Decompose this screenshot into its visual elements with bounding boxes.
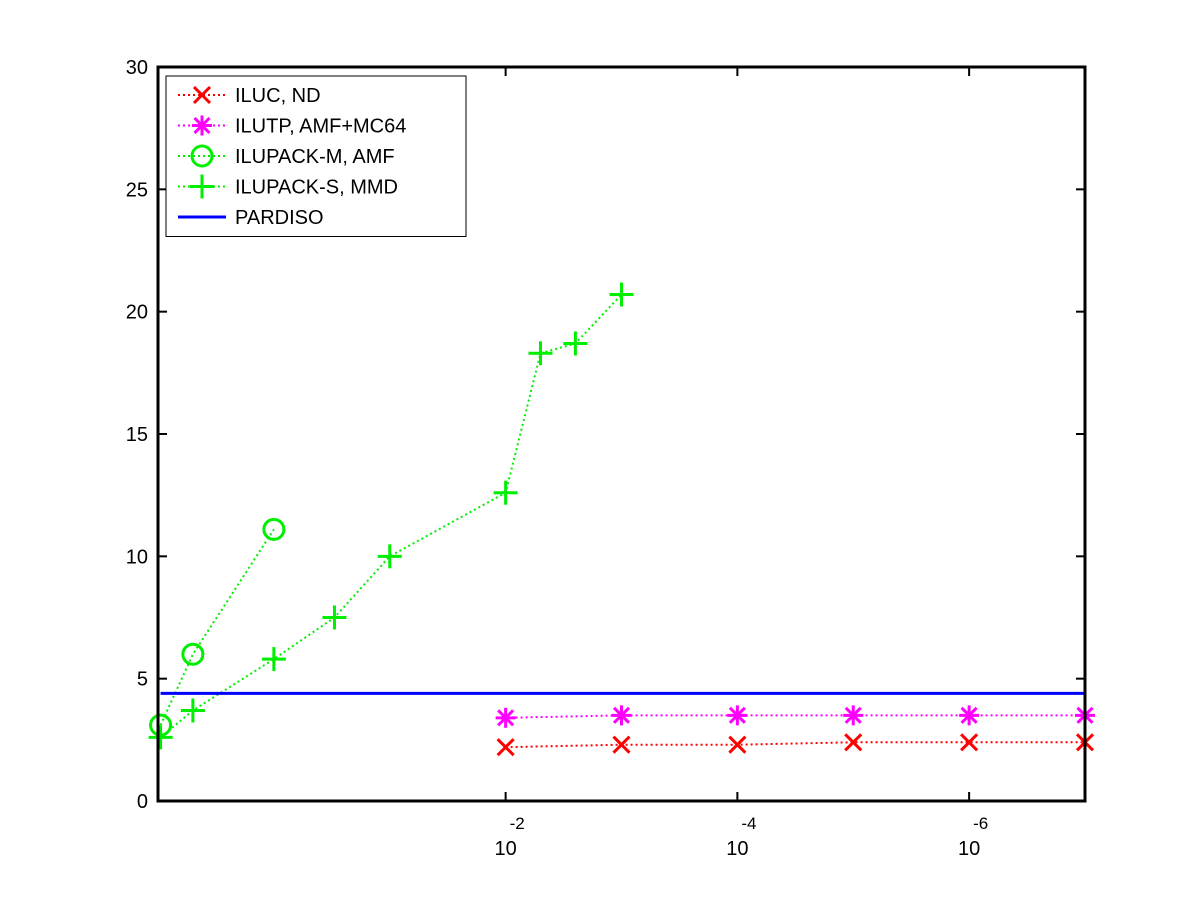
data-point-1-2: [727, 705, 748, 726]
y-tick-label: 5: [137, 669, 148, 691]
y-tick-label: 15: [126, 424, 148, 446]
legend-entry-2: ILUPACK-M, AMF: [178, 144, 395, 168]
legend-label: ILUPACK-S, MMD: [235, 177, 398, 199]
legend-entry-1: ILUTP, AMF+MC64: [178, 115, 406, 138]
legend-entry-3: ILUPACK-S, MMD: [178, 174, 398, 199]
legend-marker: [192, 115, 212, 136]
data-point-1-1: [611, 705, 632, 726]
data-point-2-2: [262, 517, 286, 541]
data-point-0-4: [960, 733, 979, 752]
legend-marker: [190, 144, 214, 168]
data-point-3-8: [609, 282, 634, 307]
data-point-3-6: [528, 341, 553, 366]
series-1: [495, 705, 1095, 728]
data-point-3-4: [377, 544, 402, 569]
series-layer: [148, 282, 1095, 757]
data-point-1-4: [959, 705, 980, 726]
legend-marker: [190, 174, 214, 199]
series-line-2: [159, 528, 275, 726]
legend-label: ILUC, ND: [235, 85, 321, 107]
y-tick-label: 10: [126, 546, 148, 568]
data-point-1-0: [495, 707, 516, 728]
data-point-0-2: [728, 735, 747, 754]
data-point-3-7: [563, 331, 588, 356]
y-tick-label: 20: [126, 302, 148, 324]
data-point-2-1: [181, 642, 205, 666]
data-point-1-3: [843, 705, 864, 726]
legend-marker: [192, 85, 212, 105]
legend-label: ILUPACK-M, AMF: [235, 146, 395, 168]
data-point-0-0: [496, 738, 515, 757]
legend-label: PARDISO: [235, 207, 324, 229]
y-tick-label: 30: [126, 57, 148, 79]
data-point-3-5: [493, 480, 518, 505]
legend-box: [165, 75, 467, 237]
data-point-3-1: [180, 698, 205, 723]
data-point-3-0: [148, 725, 173, 750]
x-tick-label-base: 10: [495, 838, 517, 860]
x-tick-label-exponent: -4: [741, 814, 756, 833]
x-tick-label-base: 10: [726, 838, 748, 860]
y-tick-label: 0: [137, 791, 148, 813]
x-tick-label-base: 10: [958, 838, 980, 860]
data-point-3-3: [322, 605, 347, 630]
data-point-0-3: [844, 733, 863, 752]
series-line-0: [505, 741, 1085, 749]
x-tick-label-exponent: -6: [973, 814, 988, 833]
legend: ILUC, ND ILUTP, AMF+MC64 ILUPACK-M, AMF ILU…: [165, 75, 467, 237]
series-3: [148, 282, 634, 750]
x-tick-label-exponent: -2: [510, 814, 525, 833]
legend-entry-0: ILUC, ND: [178, 85, 321, 107]
y-tick-label: 25: [126, 179, 148, 201]
legend-label: ILUTP, AMF+MC64: [235, 116, 406, 138]
series-line-1: [505, 714, 1085, 719]
data-point-3-2: [261, 647, 286, 672]
data-point-0-1: [612, 735, 631, 754]
axes-layer: 0 5 10 15 20 25 30 10 -2 10 -4 10 -6: [126, 57, 1087, 860]
legend-entry-4: PARDISO: [178, 207, 324, 229]
